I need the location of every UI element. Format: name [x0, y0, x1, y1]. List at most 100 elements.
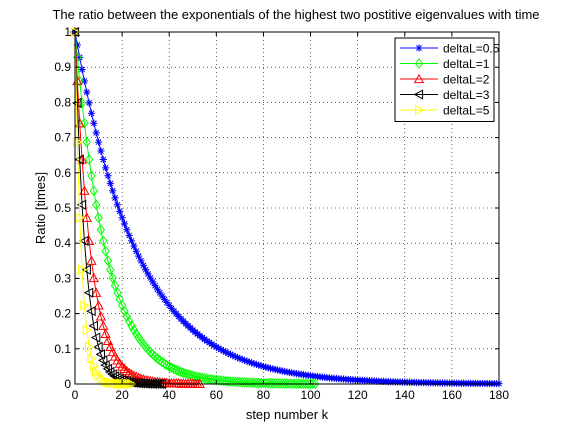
data-point	[210, 341, 218, 350]
data-point	[90, 119, 98, 127]
data-point	[73, 41, 81, 49]
data-point	[119, 363, 130, 374]
legend-box	[394, 37, 495, 122]
data-point	[85, 341, 95, 353]
data-point	[95, 349, 106, 360]
data-point	[86, 255, 97, 265]
data-point	[121, 365, 132, 376]
data-point	[238, 355, 246, 364]
data-point	[109, 187, 117, 195]
data-point	[86, 305, 96, 317]
legend-marker	[413, 73, 425, 84]
data-point	[83, 287, 94, 298]
data-point	[87, 170, 96, 182]
x-axis-label: step number k	[246, 407, 329, 422]
data-point	[88, 272, 100, 283]
data-point	[231, 352, 239, 361]
data-point	[219, 347, 227, 355]
data-point	[118, 214, 126, 222]
data-point	[78, 65, 86, 74]
x-tick-label: 0	[72, 388, 79, 402]
data-point	[125, 231, 133, 240]
data-point	[129, 324, 139, 336]
data-point	[163, 298, 171, 307]
data-point	[262, 363, 270, 371]
legend-marker	[415, 44, 423, 52]
data-point	[75, 212, 86, 223]
data-point	[111, 194, 119, 202]
data-point	[98, 320, 109, 330]
data-point	[81, 212, 92, 222]
data-point	[99, 235, 108, 247]
data-point	[172, 364, 181, 376]
data-point	[97, 355, 108, 366]
data-point	[156, 289, 164, 297]
data-point	[127, 320, 136, 332]
data-point	[107, 369, 117, 380]
data-point	[226, 350, 235, 358]
series-line	[74, 31, 316, 385]
data-point	[311, 378, 320, 390]
x-tick-label: 40	[163, 388, 177, 402]
data-point	[104, 172, 112, 180]
y-tick-label: 1	[64, 25, 71, 39]
y-tick-label: 0.9	[54, 60, 71, 74]
data-point	[87, 109, 96, 117]
data-point	[123, 226, 131, 234]
y-tick-label: 0.5	[54, 201, 71, 215]
data-point	[108, 377, 119, 389]
data-point	[203, 337, 211, 345]
plot-area: 0 20 40 60 80 100 120 140 160 180 0 0.1 0.2 0.3 0.4 0.5…	[54, 25, 509, 402]
y-tick-label: 0.8	[54, 95, 71, 109]
data-point	[74, 117, 85, 128]
data-point	[151, 282, 159, 290]
data-point	[87, 353, 97, 364]
data-point	[89, 185, 99, 197]
data-point	[102, 335, 114, 345]
x-tick-label: 60	[210, 388, 224, 402]
data-point	[205, 338, 213, 347]
data-point	[106, 377, 116, 388]
data-point	[106, 179, 114, 188]
data-point	[79, 235, 89, 247]
legend-item: deltaL=1	[400, 57, 490, 71]
x-tick-label: 140	[395, 388, 415, 402]
data-point	[132, 247, 140, 255]
data-point	[105, 341, 116, 351]
data-point	[153, 353, 162, 364]
data-point	[92, 366, 102, 378]
data-point	[148, 349, 157, 360]
data-point	[95, 311, 107, 321]
legend-label: deltaL=1	[443, 57, 490, 71]
data-point	[257, 362, 265, 370]
data-point	[155, 355, 165, 366]
data-point	[250, 360, 258, 368]
data-point	[130, 242, 138, 250]
chart-title: The ratio between the exponentials of th…	[52, 7, 539, 22]
data-point	[94, 370, 104, 381]
data-point	[252, 360, 260, 368]
y-tick-label: 0.1	[54, 342, 71, 356]
data-point	[149, 278, 157, 286]
data-point	[80, 77, 89, 85]
data-point	[224, 349, 232, 357]
data-point	[101, 245, 110, 257]
data-point	[85, 99, 93, 107]
data-point	[113, 201, 121, 209]
data-point	[273, 366, 282, 374]
data-point	[200, 335, 209, 343]
data-point	[174, 365, 183, 377]
data-point	[181, 368, 190, 379]
data-point	[133, 372, 144, 382]
y-tick-label: 0.6	[54, 166, 71, 180]
data-point	[84, 154, 94, 165]
data-point	[139, 261, 147, 269]
data-point	[229, 351, 237, 360]
data-point	[243, 357, 251, 365]
data-point	[116, 207, 124, 215]
data-point	[146, 274, 154, 282]
data-point	[233, 353, 242, 362]
data-point	[245, 358, 253, 366]
